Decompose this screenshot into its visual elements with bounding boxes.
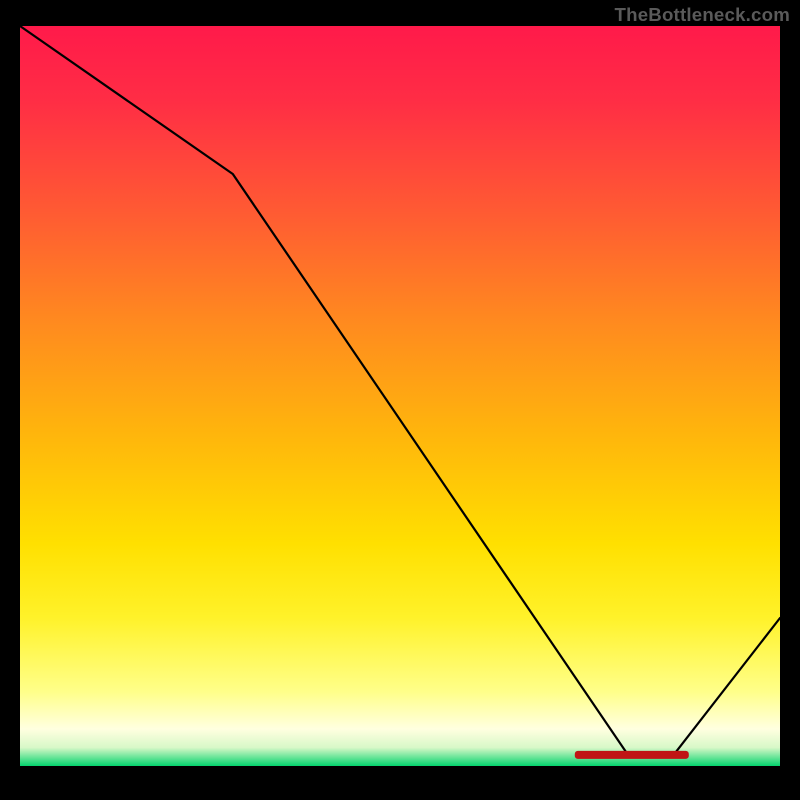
chart-stage: TheBottleneck.com	[0, 0, 800, 800]
watermark-text: TheBottleneck.com	[615, 4, 791, 26]
gradient-background	[20, 26, 780, 766]
